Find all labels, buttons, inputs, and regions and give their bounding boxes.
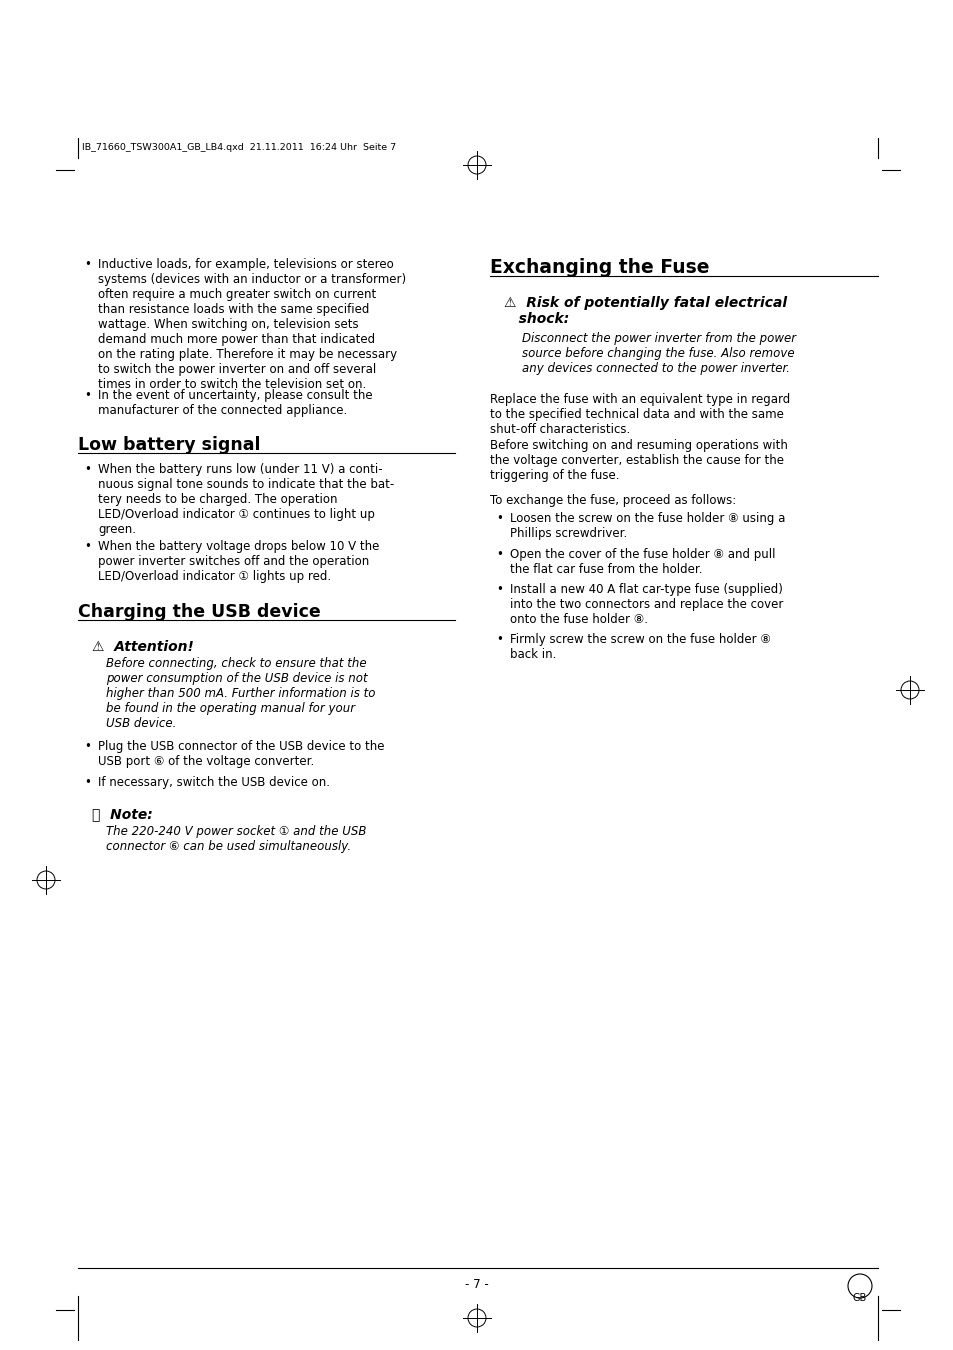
Text: To exchange the fuse, proceed as follows:: To exchange the fuse, proceed as follows… — [490, 494, 736, 508]
Text: Before switching on and resuming operations with
the voltage converter, establis: Before switching on and resuming operati… — [490, 439, 787, 482]
Text: Before connecting, check to ensure that the
power consumption of the USB device : Before connecting, check to ensure that … — [106, 657, 375, 730]
Text: In the event of uncertainty, please consult the
manufacturer of the connected ap: In the event of uncertainty, please cons… — [98, 389, 373, 417]
Text: The 220-240 V power socket ① and the USB
connector ⑥ can be used simultaneously.: The 220-240 V power socket ① and the USB… — [106, 825, 366, 853]
Text: •: • — [496, 583, 502, 597]
Text: - 7 -: - 7 - — [465, 1278, 488, 1291]
Text: ⚠  Attention!: ⚠ Attention! — [91, 640, 193, 655]
Text: ⓘ  Note:: ⓘ Note: — [91, 807, 152, 822]
Text: Exchanging the Fuse: Exchanging the Fuse — [490, 258, 709, 277]
Text: Plug the USB connector of the USB device to the
USB port ⑥ of the voltage conver: Plug the USB connector of the USB device… — [98, 740, 384, 768]
Text: •: • — [496, 512, 502, 525]
Text: When the battery voltage drops below 10 V the
power inverter switches off and th: When the battery voltage drops below 10 … — [98, 540, 379, 583]
Text: •: • — [496, 633, 502, 645]
Text: •: • — [496, 548, 502, 560]
Text: Charging the USB device: Charging the USB device — [78, 603, 320, 621]
Text: •: • — [84, 463, 91, 475]
Text: •: • — [84, 776, 91, 788]
Text: ⚠  Risk of potentially fatal electrical
   shock:: ⚠ Risk of potentially fatal electrical s… — [503, 296, 786, 327]
Text: GB: GB — [852, 1293, 866, 1303]
Text: •: • — [84, 389, 91, 402]
Text: IB_71660_TSW300A1_GB_LB4.qxd  21.11.2011  16:24 Uhr  Seite 7: IB_71660_TSW300A1_GB_LB4.qxd 21.11.2011 … — [82, 143, 395, 153]
Text: •: • — [84, 540, 91, 552]
Text: Firmly screw the screw on the fuse holder ⑧
back in.: Firmly screw the screw on the fuse holde… — [510, 633, 770, 660]
Text: Disconnect the power inverter from the power
source before changing the fuse. Al: Disconnect the power inverter from the p… — [521, 332, 796, 375]
Text: Inductive loads, for example, televisions or stereo
systems (devices with an ind: Inductive loads, for example, television… — [98, 258, 406, 392]
Text: When the battery runs low (under 11 V) a conti-
nuous signal tone sounds to indi: When the battery runs low (under 11 V) a… — [98, 463, 394, 536]
Text: Replace the fuse with an equivalent type in regard
to the specified technical da: Replace the fuse with an equivalent type… — [490, 393, 789, 436]
Text: Low battery signal: Low battery signal — [78, 436, 260, 454]
Text: Install a new 40 A flat car-type fuse (supplied)
into the two connectors and rep: Install a new 40 A flat car-type fuse (s… — [510, 583, 782, 626]
Text: •: • — [84, 740, 91, 753]
Text: •: • — [84, 258, 91, 271]
Text: Open the cover of the fuse holder ⑧ and pull
the flat car fuse from the holder.: Open the cover of the fuse holder ⑧ and … — [510, 548, 775, 576]
Text: Loosen the screw on the fuse holder ⑧ using a
Phillips screwdriver.: Loosen the screw on the fuse holder ⑧ us… — [510, 512, 784, 540]
Text: If necessary, switch the USB device on.: If necessary, switch the USB device on. — [98, 776, 330, 788]
